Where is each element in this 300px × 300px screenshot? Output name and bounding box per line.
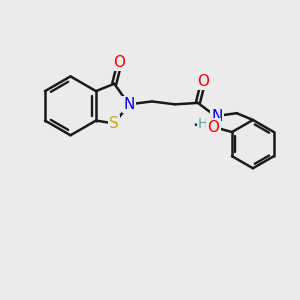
- Text: H: H: [198, 117, 208, 131]
- Text: O: O: [114, 55, 126, 70]
- Text: O: O: [197, 74, 209, 89]
- Text: O: O: [208, 119, 220, 134]
- Text: N: N: [211, 109, 223, 124]
- Text: S: S: [110, 116, 119, 131]
- Text: N: N: [123, 97, 135, 112]
